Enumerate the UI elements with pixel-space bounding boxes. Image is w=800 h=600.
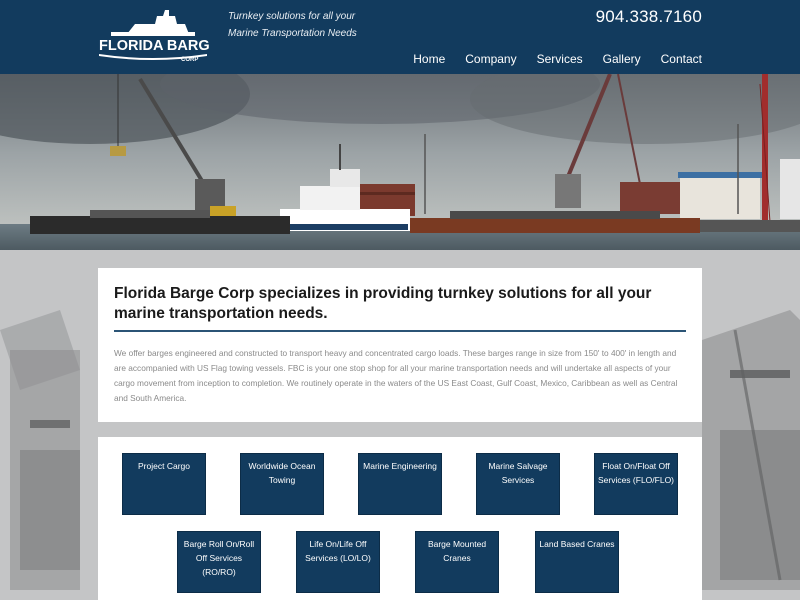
nav-company[interactable]: Company xyxy=(465,52,516,66)
logo-subtext: CORP xyxy=(181,57,198,63)
nav-gallery[interactable]: Gallery xyxy=(603,52,641,66)
service-marine-engineering[interactable]: Marine Engineering xyxy=(358,453,442,515)
nav-home[interactable]: Home xyxy=(413,52,445,66)
florida-barge-logo[interactable]: FLORIDA BARGE CORP xyxy=(97,6,209,64)
service-project-cargo[interactable]: Project Cargo xyxy=(122,453,206,515)
main-nav: Home Company Services Gallery Contact xyxy=(413,52,702,66)
tagline: Turnkey solutions for all your Marine Tr… xyxy=(228,8,388,42)
service-ro-ro[interactable]: Barge Roll On/Roll Off Services (RO/RO) xyxy=(177,531,261,593)
logo-text: FLORIDA BARGE xyxy=(99,38,209,54)
service-barge-mounted-cranes[interactable]: Barge Mounted Cranes xyxy=(415,531,499,593)
services-panel: Project Cargo Worldwide Ocean Towing Mar… xyxy=(98,437,702,600)
hero-photo xyxy=(0,74,800,250)
site-header: FLORIDA BARGE CORP Turnkey solutions for… xyxy=(0,0,800,74)
service-flo-flo[interactable]: Float On/Float Off Services (FLO/FLO) xyxy=(594,453,678,515)
intro-title: Florida Barge Corp specializes in provid… xyxy=(114,284,686,332)
phone-number[interactable]: 904.338.7160 xyxy=(596,7,702,27)
intro-body: We offer barges engineered and construct… xyxy=(114,346,686,406)
nav-contact[interactable]: Contact xyxy=(661,52,702,66)
service-lo-lo[interactable]: Life On/Life Off Services (LO/LO) xyxy=(296,531,380,593)
service-land-based-cranes[interactable]: Land Based Cranes xyxy=(535,531,619,593)
service-marine-salvage[interactable]: Marine Salvage Services xyxy=(476,453,560,515)
nav-services[interactable]: Services xyxy=(537,52,583,66)
service-worldwide-ocean-towing[interactable]: Worldwide Ocean Towing xyxy=(240,453,324,515)
intro-card: Florida Barge Corp specializes in provid… xyxy=(98,268,702,422)
